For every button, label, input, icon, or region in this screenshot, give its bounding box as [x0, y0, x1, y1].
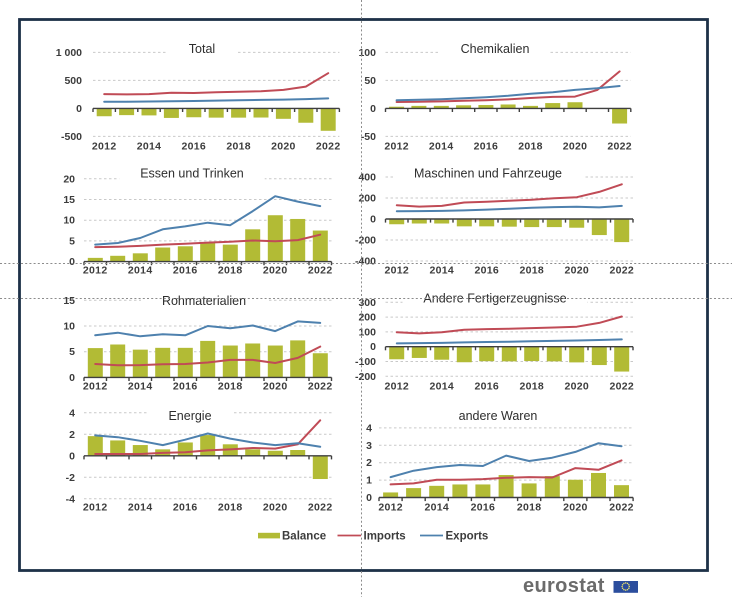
svg-text:Balance: Balance: [282, 530, 326, 542]
svg-text:-50: -50: [361, 131, 376, 143]
svg-text:4: 4: [366, 422, 372, 434]
svg-text:2018: 2018: [218, 265, 243, 277]
svg-text:Energie: Energie: [168, 409, 211, 423]
svg-text:100: 100: [358, 326, 376, 338]
svg-text:2: 2: [69, 429, 75, 441]
svg-text:Total: Total: [189, 42, 215, 56]
svg-text:2022: 2022: [607, 141, 632, 153]
svg-text:2012: 2012: [384, 141, 409, 153]
svg-text:2022: 2022: [308, 381, 333, 393]
svg-text:500: 500: [64, 75, 82, 87]
svg-text:4: 4: [69, 407, 75, 419]
svg-text:Essen und Trinken: Essen und Trinken: [140, 167, 244, 181]
svg-text:Andere Fertigerzeugnisse: Andere Fertigerzeugnisse: [423, 292, 566, 306]
svg-text:Maschinen und Fahrzeuge: Maschinen und Fahrzeuge: [414, 167, 562, 181]
svg-text:400: 400: [358, 172, 376, 184]
svg-text:2016: 2016: [173, 265, 198, 277]
svg-text:2012: 2012: [385, 265, 410, 277]
svg-text:2: 2: [366, 457, 372, 469]
svg-text:2016: 2016: [475, 265, 500, 277]
svg-text:2016: 2016: [474, 141, 499, 153]
svg-text:1 000: 1 000: [56, 47, 82, 59]
svg-text:2018: 2018: [520, 381, 545, 393]
svg-text:300: 300: [358, 297, 376, 309]
svg-text:0: 0: [69, 256, 75, 268]
svg-text:0: 0: [69, 372, 75, 384]
svg-text:2022: 2022: [609, 502, 634, 514]
svg-text:15: 15: [63, 194, 75, 206]
svg-text:2022: 2022: [308, 265, 333, 277]
svg-text:2014: 2014: [429, 141, 454, 153]
svg-text:2012: 2012: [83, 381, 108, 393]
svg-text:2022: 2022: [316, 141, 341, 153]
svg-text:0: 0: [370, 103, 376, 115]
svg-text:-200: -200: [355, 235, 376, 247]
svg-text:-500: -500: [61, 131, 82, 143]
svg-text:2014: 2014: [430, 265, 455, 277]
svg-text:1: 1: [366, 475, 372, 487]
svg-text:2020: 2020: [263, 502, 288, 514]
svg-text:0: 0: [366, 492, 372, 504]
svg-text:2018: 2018: [218, 381, 243, 393]
svg-text:2022: 2022: [308, 502, 333, 514]
svg-text:2014: 2014: [128, 381, 153, 393]
svg-text:5: 5: [69, 235, 75, 247]
svg-text:2012: 2012: [378, 502, 403, 514]
svg-text:200: 200: [358, 312, 376, 324]
svg-text:10: 10: [63, 321, 75, 333]
svg-text:2014: 2014: [430, 381, 455, 393]
svg-text:2022: 2022: [610, 381, 635, 393]
svg-text:3: 3: [366, 440, 372, 452]
svg-text:2012: 2012: [92, 141, 117, 153]
svg-text:2012: 2012: [83, 265, 108, 277]
svg-text:2016: 2016: [173, 381, 198, 393]
svg-text:0: 0: [76, 103, 82, 115]
svg-text:2014: 2014: [425, 502, 450, 514]
svg-text:2016: 2016: [471, 502, 496, 514]
svg-text:Exports: Exports: [446, 530, 489, 542]
svg-text:2020: 2020: [565, 381, 590, 393]
svg-text:-4: -4: [66, 493, 75, 505]
svg-text:2018: 2018: [520, 265, 545, 277]
svg-text:2014: 2014: [128, 265, 153, 277]
svg-text:andere Waren: andere Waren: [459, 409, 538, 423]
svg-text:2018: 2018: [518, 141, 543, 153]
svg-text:0: 0: [69, 450, 75, 462]
svg-text:Chemikalien: Chemikalien: [461, 42, 530, 56]
svg-text:2012: 2012: [385, 381, 410, 393]
svg-text:2020: 2020: [263, 381, 288, 393]
svg-text:2018: 2018: [226, 141, 251, 153]
svg-text:2012: 2012: [83, 502, 108, 514]
svg-text:0: 0: [370, 341, 376, 353]
svg-text:-2: -2: [66, 472, 75, 484]
svg-text:2014: 2014: [128, 502, 153, 514]
svg-text:2018: 2018: [218, 502, 243, 514]
svg-text:50: 50: [364, 75, 376, 87]
svg-text:200: 200: [358, 193, 376, 205]
svg-text:-200: -200: [355, 371, 376, 383]
svg-text:eurostat: eurostat: [523, 575, 605, 597]
svg-text:2018: 2018: [517, 502, 542, 514]
svg-text:2020: 2020: [263, 265, 288, 277]
svg-text:-400: -400: [355, 256, 376, 268]
svg-text:0: 0: [370, 214, 376, 226]
svg-text:15: 15: [63, 295, 75, 307]
svg-text:10: 10: [63, 215, 75, 227]
svg-text:5: 5: [69, 346, 75, 358]
svg-text:2016: 2016: [182, 141, 207, 153]
svg-text:2020: 2020: [565, 265, 590, 277]
svg-text:-100: -100: [355, 356, 376, 368]
svg-text:2016: 2016: [173, 502, 198, 514]
svg-text:Rohmaterialien: Rohmaterialien: [162, 294, 246, 308]
svg-text:2020: 2020: [271, 141, 296, 153]
svg-text:2016: 2016: [475, 381, 500, 393]
svg-text:2020: 2020: [563, 141, 588, 153]
svg-text:2022: 2022: [610, 265, 635, 277]
svg-text:20: 20: [63, 173, 75, 185]
svg-text:2014: 2014: [137, 141, 162, 153]
svg-text:2020: 2020: [563, 502, 588, 514]
svg-text:100: 100: [358, 47, 376, 59]
svg-text:Imports: Imports: [364, 530, 406, 542]
